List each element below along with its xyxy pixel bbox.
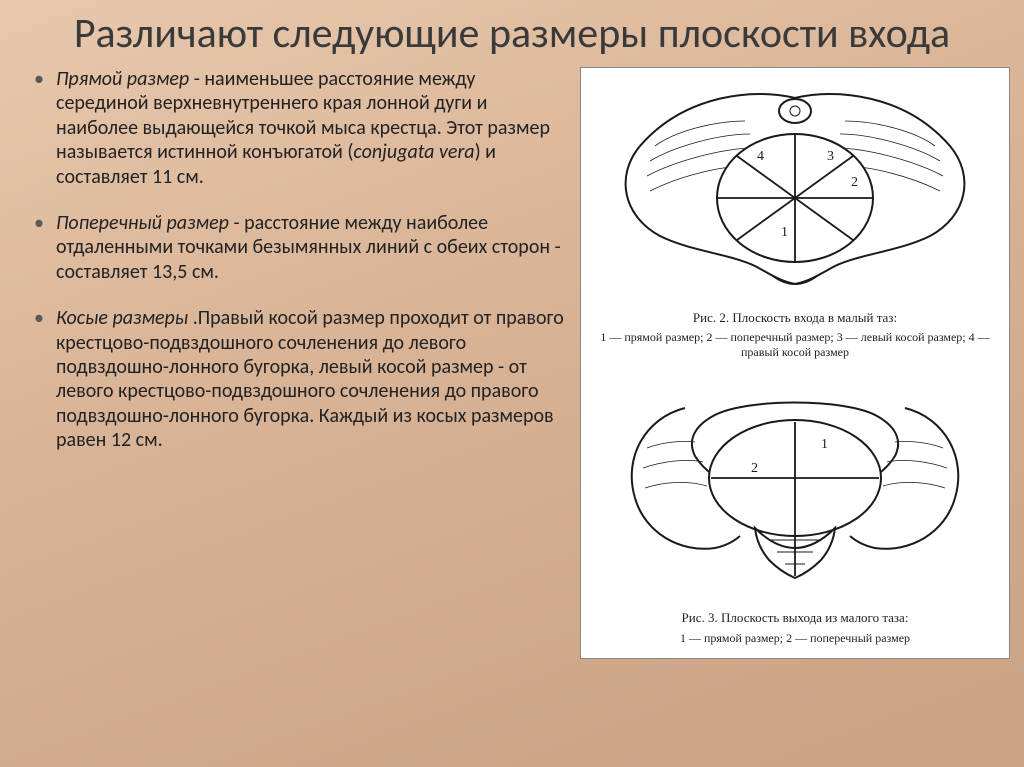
figure-caption: Рис. 2. Плоскость входа в малый таз: xyxy=(585,310,1005,326)
list-item: Косые размеры .Правый косой размер прохо… xyxy=(30,306,570,452)
pelvis-inlet-icon: 1 2 3 4 xyxy=(595,76,995,306)
latin: conjugata vera xyxy=(353,140,474,164)
page-title: Различают следующие размеры плоскости вх… xyxy=(0,0,1024,63)
diagram-label: 2 xyxy=(851,175,858,190)
term: Косые размеры xyxy=(56,306,188,330)
slide: Различают следующие размеры плоскости вх… xyxy=(0,0,1024,767)
diagram-label: 1 xyxy=(821,437,828,452)
list-item: Прямой размер - наименьшее расстояние ме… xyxy=(30,67,570,189)
diagram-label: 4 xyxy=(757,149,764,164)
figure-bottom: 1 2 Рис. 3. Плоскость выхода из малого т… xyxy=(585,368,1005,645)
term: Поперечный размер xyxy=(56,211,229,235)
diagram-label: 3 xyxy=(827,149,834,164)
diagram-label: 2 xyxy=(751,461,758,476)
term: Прямой размер xyxy=(56,67,189,91)
figure-caption: Рис. 3. Плоскость выхода из малого таза: xyxy=(585,610,1005,626)
pelvis-outlet-icon: 1 2 xyxy=(595,368,995,606)
figure-column: 1 2 3 4 Рис. 2. Плоскость входа в малый … xyxy=(580,67,1010,659)
figure-legend: 1 — прямой размер; 2 — поперечный размер… xyxy=(585,330,1005,360)
list-item: Поперечный размер - расстояние между наи… xyxy=(30,211,570,284)
bullet-list: Прямой размер - наименьшее расстояние ме… xyxy=(30,67,570,452)
figure-legend: 1 — прямой размер; 2 — поперечный размер xyxy=(585,631,1005,646)
text-column: Прямой размер - наименьшее расстояние ме… xyxy=(30,67,580,474)
content-row: Прямой размер - наименьшее расстояние ме… xyxy=(0,63,1024,659)
figure-top: 1 2 3 4 Рис. 2. Плоскость входа в малый … xyxy=(585,76,1005,360)
diagram-label: 1 xyxy=(781,225,788,240)
